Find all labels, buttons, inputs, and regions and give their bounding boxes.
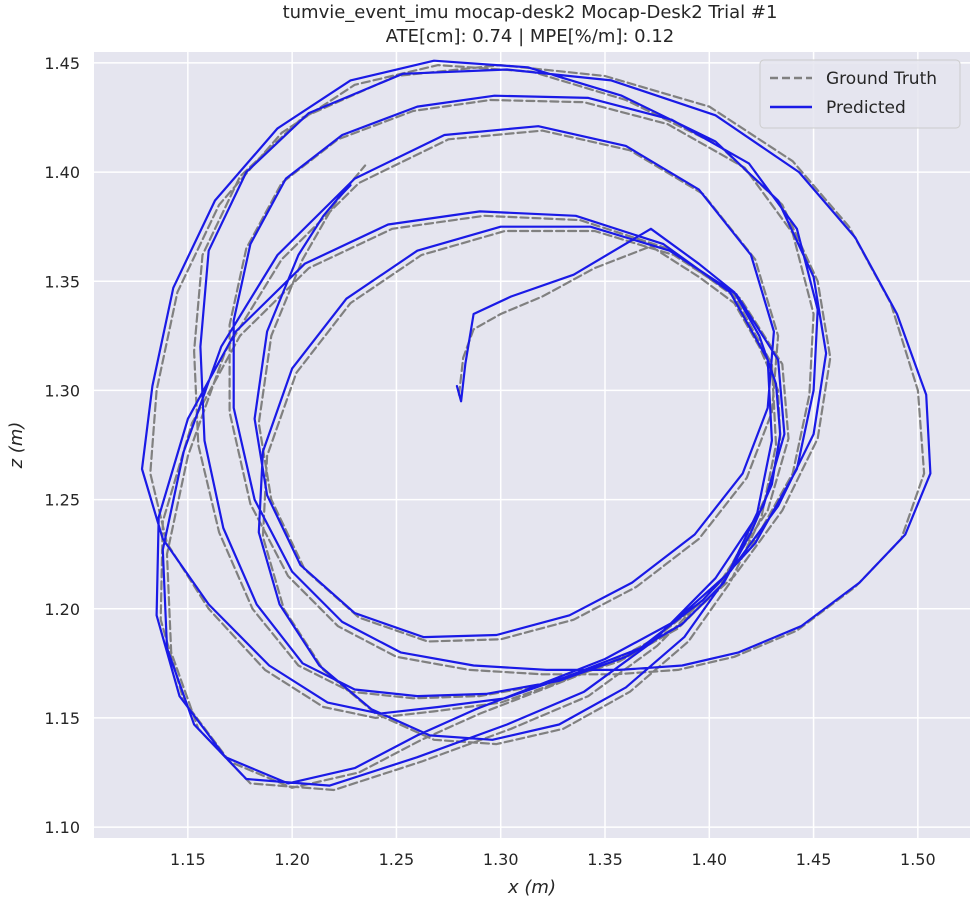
y-tick-label: 1.25 xyxy=(44,491,80,510)
predicted-trajectory xyxy=(140,59,932,787)
legend-predicted-label: Predicted xyxy=(826,98,906,118)
legend: Ground Truth Predicted xyxy=(759,59,961,129)
x-tick-labels: 1.15 1.20 1.25 1.30 1.35 1.40 1.45 1.50 xyxy=(170,850,936,869)
y-tick-label: 1.35 xyxy=(44,272,80,291)
x-tick-label: 1.25 xyxy=(379,850,415,869)
y-tick-label: 1.20 xyxy=(44,600,80,619)
x-tick-label: 1.30 xyxy=(483,850,519,869)
y-tick-label: 1.45 xyxy=(44,54,80,73)
x-tick-label: 1.40 xyxy=(691,850,727,869)
y-tick-label: 1.40 xyxy=(44,163,80,182)
x-tick-label: 1.20 xyxy=(274,850,310,869)
y-tick-label: 1.10 xyxy=(44,818,80,837)
x-tick-label: 1.45 xyxy=(796,850,832,869)
x-tick-label: 1.50 xyxy=(900,850,936,869)
x-tick-label: 1.15 xyxy=(170,850,206,869)
chart-title-line2: ATE[cm]: 0.74 | MPE[%/m]: 0.12 xyxy=(386,26,675,47)
y-tick-labels: 1.10 1.15 1.20 1.25 1.30 1.35 1.40 1.45 xyxy=(44,54,80,837)
legend-ground-truth-label: Ground Truth xyxy=(826,69,937,89)
y-tick-label: 1.30 xyxy=(44,381,80,400)
y-axis-label: z (m) xyxy=(6,422,27,470)
x-tick-label: 1.35 xyxy=(587,850,623,869)
x-axis-label: x (m) xyxy=(507,877,556,898)
y-tick-label: 1.15 xyxy=(44,709,80,728)
series-layer xyxy=(140,59,932,792)
chart-title-line1: tumvie_event_imu mocap-desk2 Mocap-Desk2… xyxy=(283,2,778,23)
